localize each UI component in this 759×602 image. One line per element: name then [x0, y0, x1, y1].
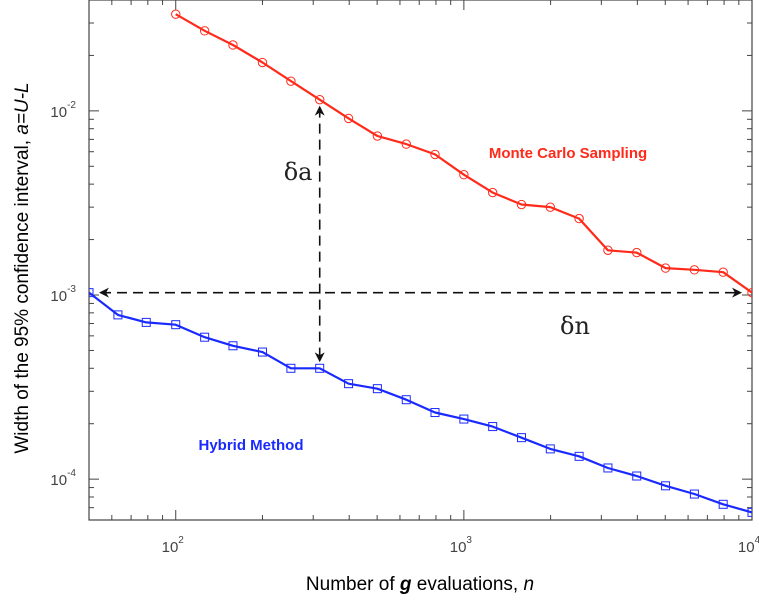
y-axis-title: Width of the 95% confidence interval, a=… — [12, 82, 33, 453]
monte-carlo-point — [315, 94, 325, 105]
plot-area-frame — [88, 0, 753, 521]
x-axis-title-pre: Number of — [306, 574, 400, 595]
monte-carlo-point — [718, 267, 728, 277]
hybrid-point — [286, 363, 296, 373]
x-axis-title-var: n — [523, 574, 534, 595]
y-tick-base: 10 — [50, 472, 67, 489]
monte-carlo-point — [286, 76, 296, 86]
monte-carlo-point — [199, 26, 210, 36]
x-axis-title: Number of g evaluations, n — [306, 574, 534, 595]
hybrid-point — [488, 422, 498, 432]
hybrid-line — [89, 291, 752, 514]
x-tick-label: 104 — [738, 535, 759, 556]
hybrid-point — [718, 499, 728, 509]
x-tick-base: 10 — [738, 539, 755, 556]
hybrid-label: Hybrid Method — [199, 437, 304, 454]
hybrid-point — [257, 347, 267, 357]
y-tick-label: 10-4 — [50, 468, 76, 489]
hybrid-point — [661, 481, 671, 491]
y-tick-base: 10 — [50, 104, 67, 121]
hybrid-point — [545, 444, 555, 454]
monte-carlo-label: Monte Carlo Sampling — [489, 145, 647, 162]
monte-carlo-point — [372, 131, 383, 141]
monte-carlo-point — [660, 263, 671, 273]
axis-ticks — [88, 0, 753, 521]
y-tick-label: 10-2 — [50, 100, 76, 121]
monte-carlo-line — [175, 13, 752, 294]
hybrid-point — [517, 433, 527, 443]
monte-carlo-point — [459, 170, 469, 180]
x-axis-title-mid: evaluations, — [412, 574, 524, 595]
y-axis-title-pre: Width of the 95% confidence interval, — [12, 135, 33, 454]
y-tick-base: 10 — [50, 288, 67, 305]
hybrid-point — [141, 317, 151, 327]
y-tick-exp: -4 — [67, 468, 76, 479]
y-axis-title-var: a=U-L — [12, 82, 33, 134]
hybrid-point — [344, 379, 354, 389]
y-tick-label: 10-3 — [50, 284, 76, 305]
monte-carlo-point — [401, 139, 411, 149]
hybrid-point — [113, 310, 123, 320]
monte-carlo-point — [171, 9, 181, 19]
hybrid-point — [430, 408, 440, 418]
hybrid-point — [228, 341, 238, 351]
hybrid-point — [401, 395, 411, 405]
hybrid-point — [689, 489, 699, 499]
x-tick-label: 102 — [162, 535, 185, 556]
x-tick-exp: 4 — [755, 535, 759, 546]
monte-carlo-point — [228, 40, 238, 50]
hybrid-point — [632, 471, 642, 481]
monte-carlo-point — [603, 245, 613, 255]
x-tick-exp: 3 — [466, 535, 472, 546]
monte-carlo-point — [343, 113, 354, 124]
monte-carlo-point — [516, 199, 527, 210]
monte-carlo-point — [632, 247, 642, 258]
monte-carlo-point — [487, 187, 498, 198]
hybrid-point — [315, 363, 325, 373]
annotation-layer: δa δn — [99, 105, 742, 363]
hybrid-point — [171, 320, 181, 330]
x-tick-base: 10 — [450, 539, 467, 556]
monte-carlo-point — [257, 57, 268, 68]
monte-carlo-point — [747, 287, 752, 298]
hybrid-series — [89, 288, 752, 517]
monte-carlo-point — [574, 213, 584, 224]
hybrid-point — [574, 451, 584, 461]
y-tick-exp: -3 — [67, 284, 76, 295]
monte-carlo-point — [430, 149, 440, 160]
series-layer: Monte Carlo Sampling Hybrid Method — [89, 9, 752, 517]
y-tick-exp: -2 — [67, 100, 76, 111]
x-axis-title-em: g — [399, 574, 412, 595]
hybrid-point — [200, 332, 210, 342]
monte-carlo-series — [171, 9, 752, 298]
x-tick-exp: 2 — [178, 535, 184, 546]
delta-n-label: δn — [560, 312, 590, 340]
hybrid-point — [603, 463, 613, 473]
hybrid-point — [89, 288, 94, 298]
monte-carlo-point — [545, 202, 555, 212]
hybrid-point — [372, 384, 382, 394]
x-tick-label: 103 — [450, 535, 473, 556]
delta-a-label: δa — [284, 158, 313, 186]
hybrid-point — [459, 414, 469, 424]
hybrid-point — [747, 507, 752, 517]
x-tick-base: 10 — [162, 539, 179, 556]
monte-carlo-point — [689, 265, 700, 275]
